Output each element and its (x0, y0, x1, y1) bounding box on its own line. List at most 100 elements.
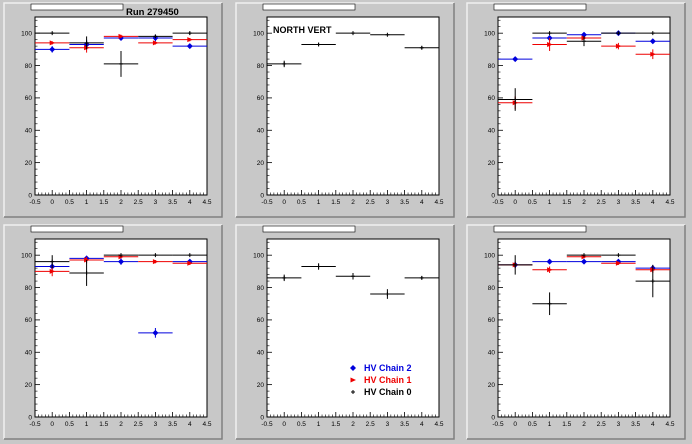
x-tick-label: 4 (651, 421, 655, 428)
data-point (187, 37, 193, 43)
title-box (30, 225, 124, 233)
x-tick-label: 0.5 (65, 199, 74, 206)
x-tick-label: 2 (351, 421, 355, 428)
data-point (513, 97, 518, 102)
y-tick-label: 40 (25, 350, 33, 357)
data-point (513, 262, 518, 267)
pad-bevel-light (466, 2, 685, 217)
y-tick-label: 100 (21, 30, 32, 37)
data-point (351, 274, 355, 279)
y-tick-label: 20 (257, 160, 265, 167)
x-tick-label: 0 (50, 421, 54, 428)
y-tick-label: 80 (488, 285, 496, 292)
data-point (650, 51, 656, 57)
data-point (547, 31, 552, 36)
x-tick-label: 0.5 (528, 421, 537, 428)
data-point (351, 31, 355, 36)
data-point (187, 253, 192, 258)
y-tick-label: 60 (25, 95, 33, 102)
x-tick-label: 0 (50, 199, 54, 206)
x-tick-label: 2.5 (134, 199, 143, 206)
data-point (547, 42, 553, 48)
x-tick-label: 4 (420, 199, 424, 206)
x-tick-label: 2.5 (366, 199, 375, 206)
data-point (649, 38, 656, 45)
data-point (50, 259, 55, 264)
x-tick-label: 4.5 (434, 199, 443, 206)
y-tick-label: 20 (488, 160, 496, 167)
y-tick-label: 0 (491, 414, 495, 421)
data-point (187, 31, 192, 36)
y-tick-label: 0 (28, 192, 32, 199)
x-tick-label: 1 (548, 199, 552, 206)
x-tick-label: -0.5 (29, 199, 41, 206)
data-point (512, 56, 519, 63)
x-tick-label: 3.5 (400, 199, 409, 206)
x-tick-label: 1.5 (562, 199, 571, 206)
series-chain0 (267, 31, 439, 68)
y-tick-label: 100 (484, 30, 495, 37)
legend-label: HV Chain 2 (364, 363, 412, 373)
series-chain0 (35, 253, 207, 286)
pad-bevel-light (466, 224, 685, 439)
data-point (119, 253, 123, 258)
y-tick-label: 60 (257, 317, 265, 324)
x-tick-label: 1.5 (99, 199, 108, 206)
y-tick-label: 80 (488, 63, 496, 70)
title-box (493, 225, 587, 233)
title-box (262, 225, 356, 233)
data-point (152, 259, 159, 265)
data-point (282, 61, 287, 66)
y-tick-label: 20 (25, 160, 33, 167)
x-tick-label: 3.5 (631, 199, 640, 206)
x-tick-label: 4.5 (665, 199, 674, 206)
x-tick-label: 4.5 (202, 421, 211, 428)
x-tick-label: 3 (617, 421, 621, 428)
y-tick-label: 80 (257, 285, 265, 292)
data-point (119, 61, 123, 66)
x-tick-label: 4 (188, 199, 192, 206)
data-point (581, 258, 587, 265)
x-tick-label: 3.5 (168, 199, 177, 206)
data-point (547, 267, 553, 273)
y-tick-label: 0 (260, 414, 264, 421)
data-point (316, 42, 321, 47)
data-point (282, 275, 287, 280)
y-tick-label: 100 (253, 252, 264, 259)
data-point (84, 270, 89, 275)
pad-bevel-dark (4, 3, 223, 218)
x-tick-label: 0 (513, 421, 517, 428)
legend-marker (351, 390, 355, 394)
data-point (419, 275, 424, 280)
series-chain0 (498, 253, 670, 316)
pad-bevel-light (3, 224, 222, 439)
x-tick-label: 4 (420, 421, 424, 428)
x-tick-label: 0 (282, 421, 286, 428)
x-tick-label: 2.5 (597, 421, 606, 428)
series-chain1 (35, 33, 207, 53)
y-tick-label: 40 (257, 350, 265, 357)
legend: HV Chain 2 HV Chain 1 HV Chain 0 (350, 363, 412, 397)
x-tick-label: 4.5 (202, 199, 211, 206)
x-tick-label: 2.5 (597, 199, 606, 206)
x-tick-label: -0.5 (261, 199, 273, 206)
data-point (650, 31, 655, 36)
x-tick-label: 3 (154, 199, 158, 206)
run-label: Run 279450 (126, 7, 179, 18)
plot-frame (497, 238, 671, 418)
data-point (186, 43, 193, 50)
x-tick-label: 3 (617, 199, 621, 206)
x-tick-label: 2 (582, 421, 586, 428)
legend-label: HV Chain 0 (364, 387, 412, 397)
y-tick-label: 100 (21, 252, 32, 259)
x-tick-label: -0.5 (29, 421, 41, 428)
y-tick-label: 0 (491, 192, 495, 199)
pad-bevel-dark (236, 225, 455, 440)
x-tick-label: 1.5 (99, 421, 108, 428)
pad-bevel-light (235, 224, 454, 439)
plot-frame (497, 16, 671, 196)
